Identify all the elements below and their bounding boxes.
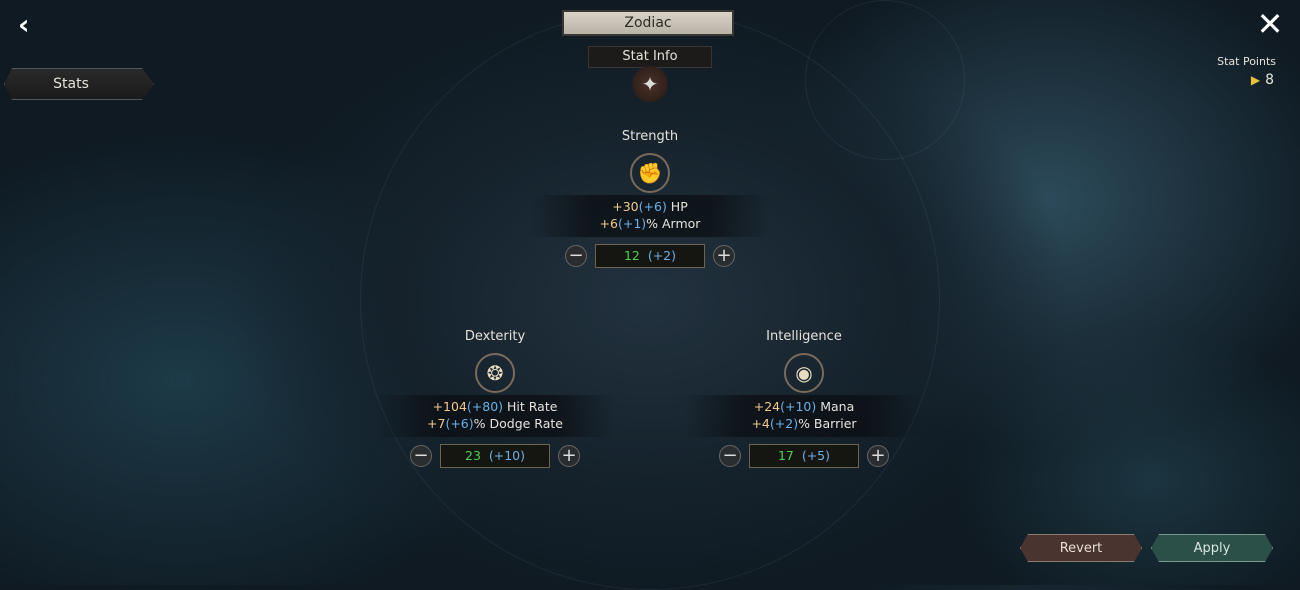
stat-intelligence: Intelligence ◉ +24(+10) Mana +4(+2)% Barr…	[684, 329, 924, 468]
stats-tab[interactable]: Stats	[4, 68, 154, 100]
effect-suffix: % Dodge Rate	[473, 416, 563, 431]
stat-effects: +30(+6) HP +6(+1)% Armor	[530, 195, 770, 237]
effect-base: +104	[432, 399, 467, 414]
intelligence-value: 17 (+5)	[749, 444, 859, 468]
stat-value-bonus: (+5)	[801, 448, 831, 463]
zodiac-circle-decoration	[805, 0, 965, 160]
intelligence-stepper: − 17 (+5) +	[684, 444, 924, 468]
apply-button[interactable]: Apply	[1151, 534, 1273, 562]
dexterity-minus-button[interactable]: −	[410, 445, 432, 467]
stat-effect-line: +7(+6)% Dodge Rate	[375, 415, 615, 432]
dexterity-plus-button[interactable]: +	[558, 445, 580, 467]
close-button[interactable]: ✕	[1256, 5, 1284, 43]
stat-name: Strength	[621, 129, 679, 144]
stat-effect-line: +104(+80) Hit Rate	[375, 398, 615, 415]
dexterity-value: 23 (+10)	[440, 444, 550, 468]
strength-plus-button[interactable]: +	[713, 245, 735, 267]
strength-minus-button[interactable]: −	[565, 245, 587, 267]
back-button[interactable]: ‹	[18, 8, 30, 41]
stat-name: Intelligence	[766, 329, 842, 344]
stat-points: ▶ 8	[1251, 72, 1274, 88]
effect-bonus: (+1)	[617, 216, 647, 231]
eye-icon: ◉	[784, 353, 824, 393]
intelligence-minus-button[interactable]: −	[719, 445, 741, 467]
stat-effects: +104(+80) Hit Rate +7(+6)% Dodge Rate	[375, 395, 615, 437]
stat-value: 12	[623, 248, 640, 263]
effect-bonus: (+80)	[466, 399, 504, 414]
zodiac-emblem-icon: ✦	[632, 66, 668, 102]
effect-suffix: Hit Rate	[503, 399, 558, 414]
stat-info-subtitle: Stat Info	[588, 46, 712, 68]
fist-icon: ✊	[630, 153, 670, 193]
apply-label: Apply	[1193, 540, 1231, 556]
intelligence-plus-button[interactable]: +	[867, 445, 889, 467]
page-title: Zodiac	[562, 10, 734, 36]
dexterity-stepper: − 23 (+10) +	[375, 444, 615, 468]
stat-points-label: Stat Points	[1217, 55, 1276, 68]
effect-bonus: (+10)	[780, 399, 817, 414]
stat-effect-line: +30(+6) HP	[530, 198, 770, 215]
stat-name: Dexterity	[464, 329, 526, 344]
effect-bonus: (+6)	[638, 199, 667, 214]
stat-value-bonus: (+10)	[488, 448, 525, 463]
stat-value-bonus: (+2)	[647, 248, 677, 263]
effect-base: +30	[612, 199, 639, 214]
stats-tab-label: Stats	[53, 76, 89, 92]
effect-base: +6	[599, 216, 618, 231]
revert-label: Revert	[1059, 540, 1103, 556]
triskelion-icon: ❂	[475, 353, 515, 393]
stat-points-value: 8	[1265, 72, 1274, 88]
stat-effects: +24(+10) Mana +4(+2)% Barrier	[684, 395, 924, 437]
stat-value: 17	[777, 448, 794, 463]
arrow-point-icon: ▶	[1250, 73, 1261, 87]
stat-effect-line: +4(+2)% Barrier	[684, 415, 924, 432]
stat-value: 23	[465, 448, 481, 463]
stat-dexterity: Dexterity ❂ +104(+80) Hit Rate +7(+6)% Do…	[375, 329, 615, 468]
effect-bonus: (+6)	[445, 416, 474, 431]
effect-suffix: % Barrier	[798, 416, 857, 431]
effect-bonus: (+2)	[769, 416, 799, 431]
strength-value: 12 (+2)	[595, 244, 705, 268]
effect-base: +24	[753, 399, 781, 414]
revert-button[interactable]: Revert	[1020, 534, 1142, 562]
effect-suffix: % Armor	[646, 216, 701, 231]
effect-suffix: Mana	[816, 399, 855, 414]
effect-base: +4	[751, 416, 770, 431]
stat-effect-line: +6(+1)% Armor	[530, 215, 770, 232]
stat-effect-line: +24(+10) Mana	[684, 398, 924, 415]
effect-base: +7	[427, 416, 446, 431]
strength-stepper: − 12 (+2) +	[530, 244, 770, 268]
stat-strength: Strength ✊ +30(+6) HP +6(+1)% Armor − 12 …	[530, 129, 770, 268]
effect-suffix: HP	[666, 199, 688, 214]
